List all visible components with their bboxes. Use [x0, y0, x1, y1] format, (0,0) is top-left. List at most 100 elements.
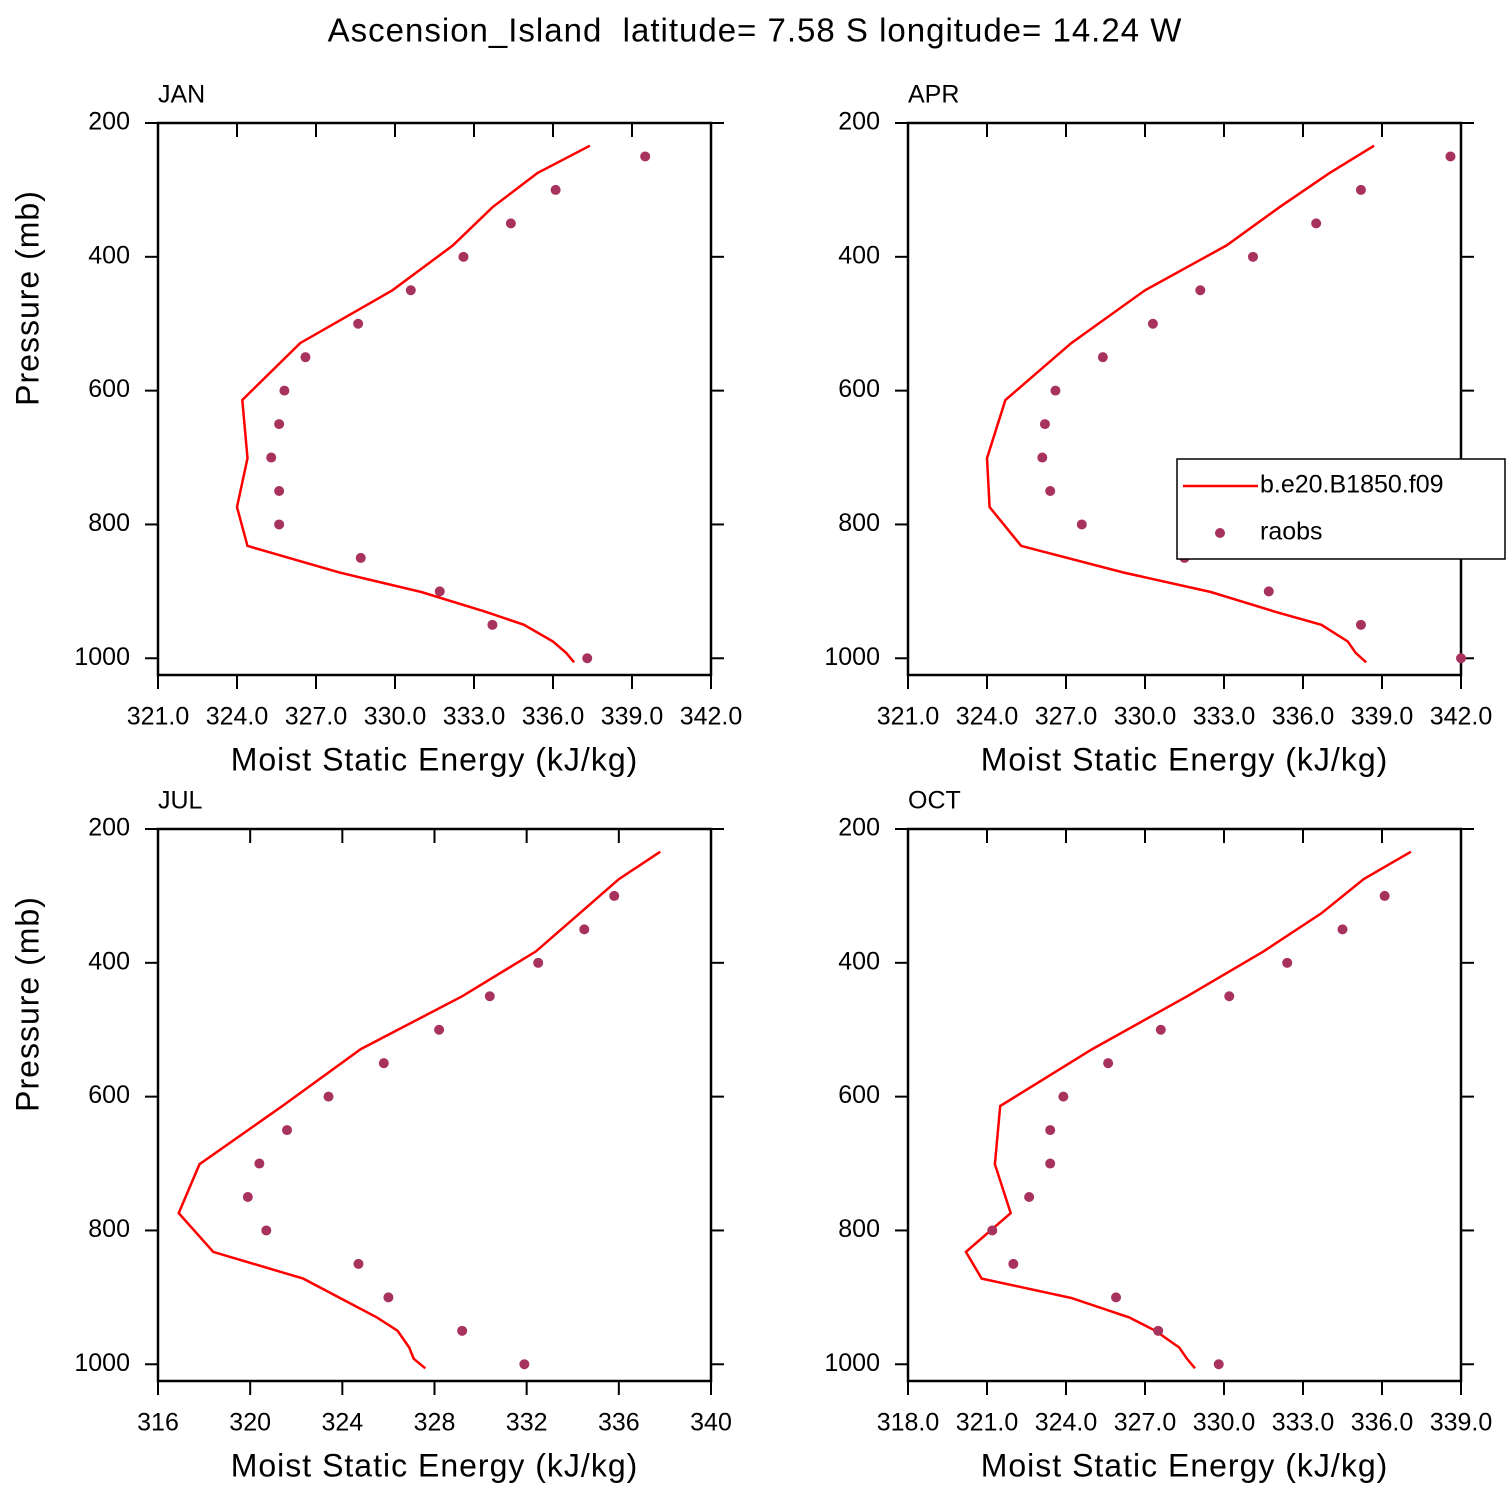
obs-point [274, 419, 285, 430]
y-tick-label: 1000 [824, 643, 880, 671]
obs-point [274, 486, 285, 496]
obs-point [1050, 385, 1061, 396]
obs-point [378, 1058, 389, 1069]
obs-point [266, 452, 277, 463]
obs-point [1103, 1058, 1114, 1069]
y-tick-label: 1000 [74, 643, 130, 671]
obs-point [519, 1359, 530, 1370]
obs-point [533, 957, 544, 968]
obs-point [383, 1292, 394, 1303]
obs-point [1045, 1125, 1056, 1136]
x-tick-label: 339.0 [1430, 1409, 1493, 1437]
y-tick-label: 200 [88, 814, 130, 842]
obs-point [323, 1091, 334, 1102]
x-axis-label: Moist Static Energy (kJ/kg) [231, 741, 639, 777]
panel: JAN 200 400 600 800 1000 321.0 324.0 327.0 330.0 3… [9, 81, 742, 778]
x-tick-label: 336.0 [1272, 703, 1335, 731]
model-line [235, 144, 591, 664]
obs-point [254, 1158, 265, 1169]
x-tick-label: 330.0 [1193, 1409, 1256, 1437]
x-tick-label: 324.0 [206, 703, 269, 731]
plot-frame [156, 827, 713, 1383]
y-tick-label: 1000 [824, 1349, 880, 1377]
plot-frame [906, 121, 1463, 677]
y-tick-label: 400 [838, 241, 880, 269]
x-tick-label: 321.0 [127, 703, 190, 731]
model-line [985, 144, 1375, 664]
x-tick-label: 339.0 [1351, 703, 1414, 731]
obs-point [457, 1325, 468, 1336]
obs-point [261, 1225, 272, 1236]
obs-point [550, 184, 561, 195]
obs-point [458, 251, 469, 262]
obs-point [484, 991, 495, 1002]
y-tick-label: 600 [88, 375, 130, 403]
model-line [177, 850, 661, 1370]
obs-point [1045, 1158, 1056, 1169]
y-tick-label: 1000 [74, 1349, 130, 1377]
obs-point [1213, 1359, 1224, 1370]
legend-label: b.e20.B1850.f09 [1260, 471, 1444, 499]
x-tick-label: 320 [229, 1409, 271, 1437]
legend-label: raobs [1260, 518, 1323, 546]
obs-point [434, 586, 445, 597]
panel: OCT 200 400 600 800 1000 318.0 321.0 324.0 327.0 3… [824, 787, 1492, 1484]
x-tick-label: 327.0 [1035, 703, 1098, 731]
obs-point [300, 352, 311, 363]
x-tick-label: 324 [321, 1409, 363, 1437]
obs-point [1008, 1258, 1019, 1269]
x-tick-label: 318.0 [877, 1409, 940, 1437]
x-tick-label: 324.0 [1035, 1409, 1098, 1437]
obs-point [505, 218, 516, 229]
plot-frame [906, 827, 1463, 1383]
obs-point [1058, 1091, 1069, 1102]
obs-point [987, 1225, 998, 1236]
obs-point [487, 619, 498, 630]
x-tick-label: 327.0 [285, 703, 348, 731]
legend-box [1176, 458, 1506, 560]
x-tick-label: 339.0 [601, 703, 664, 731]
obs-point [1263, 586, 1274, 597]
obs-point [1076, 519, 1087, 530]
x-tick-label: 324.0 [956, 703, 1019, 731]
y-tick-label: 800 [838, 1215, 880, 1243]
x-tick-label: 328 [414, 1409, 456, 1437]
obs-point [1024, 1192, 1035, 1202]
x-tick-label: 336.0 [522, 703, 585, 731]
x-tick-label: 327.0 [1114, 1409, 1177, 1437]
obs-point [579, 924, 590, 935]
obs-point [1224, 991, 1235, 1002]
obs-point [1039, 419, 1050, 430]
obs-point [274, 519, 285, 530]
y-tick-label: 400 [88, 947, 130, 975]
y-axis-label: Pressure (mb) [9, 896, 45, 1112]
obs-point [1282, 957, 1293, 968]
obs-point [1147, 318, 1158, 329]
obs-point [1195, 285, 1206, 296]
panel-label: JUL [158, 787, 203, 815]
obs-point [353, 318, 364, 329]
obs-point [1456, 653, 1466, 664]
obs-point [1045, 486, 1056, 496]
x-axis-label: Moist Static Energy (kJ/kg) [231, 1447, 639, 1483]
y-tick-label: 600 [88, 1081, 130, 1109]
x-tick-label: 340 [690, 1409, 732, 1437]
obs-point [1355, 619, 1366, 630]
panel: JUL 200 400 600 800 1000 316 320 324 328 332 336 340… [9, 787, 731, 1484]
y-tick-label: 200 [838, 108, 880, 136]
obs-point [1155, 1024, 1166, 1035]
x-tick-label: 321.0 [956, 1409, 1019, 1437]
y-tick-label: 400 [88, 241, 130, 269]
panel-label: JAN [158, 81, 205, 109]
y-tick-label: 400 [838, 947, 880, 975]
panel-label: APR [908, 81, 959, 109]
obs-point [1445, 151, 1456, 162]
y-tick-label: 200 [88, 108, 130, 136]
x-tick-label: 332 [506, 1409, 548, 1437]
obs-point [405, 285, 416, 296]
obs-point [640, 151, 651, 162]
x-tick-label: 333.0 [1272, 1409, 1335, 1437]
obs-point [1111, 1292, 1122, 1303]
y-tick-label: 800 [88, 1215, 130, 1243]
